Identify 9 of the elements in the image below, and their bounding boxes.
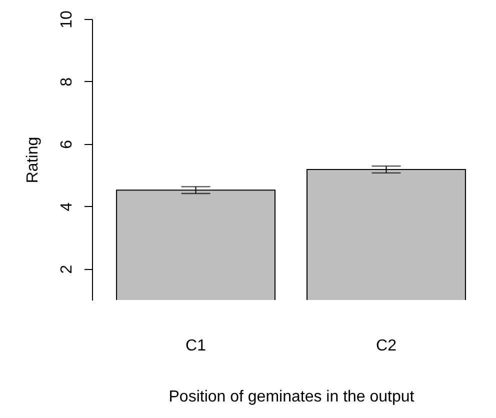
y-tick-label: 8	[58, 77, 76, 86]
y-tick-label: 10	[58, 10, 76, 28]
x-tick-label: C1	[186, 338, 206, 354]
y-tick-label: 2	[58, 264, 76, 274]
y-tick-label: 4	[58, 202, 76, 212]
y-tick-label: 6	[58, 140, 76, 149]
x-tick-label: C2	[376, 338, 397, 354]
y-axis-title: Rating	[24, 136, 42, 184]
x-axis-title: Position of geminates in the output	[168, 388, 415, 406]
